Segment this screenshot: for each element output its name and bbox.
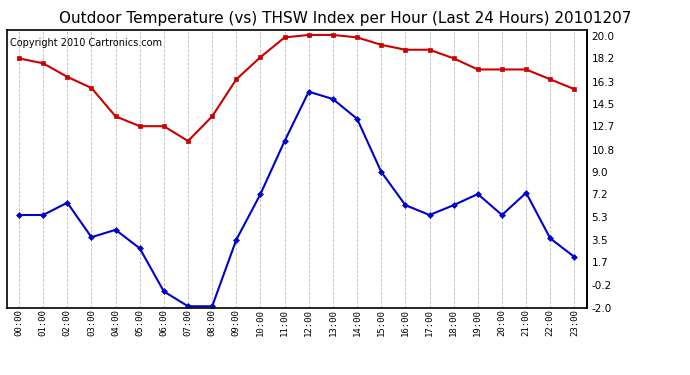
Text: Outdoor Temperature (vs) THSW Index per Hour (Last 24 Hours) 20101207: Outdoor Temperature (vs) THSW Index per … <box>59 11 631 26</box>
Text: Copyright 2010 Cartronics.com: Copyright 2010 Cartronics.com <box>10 38 161 48</box>
